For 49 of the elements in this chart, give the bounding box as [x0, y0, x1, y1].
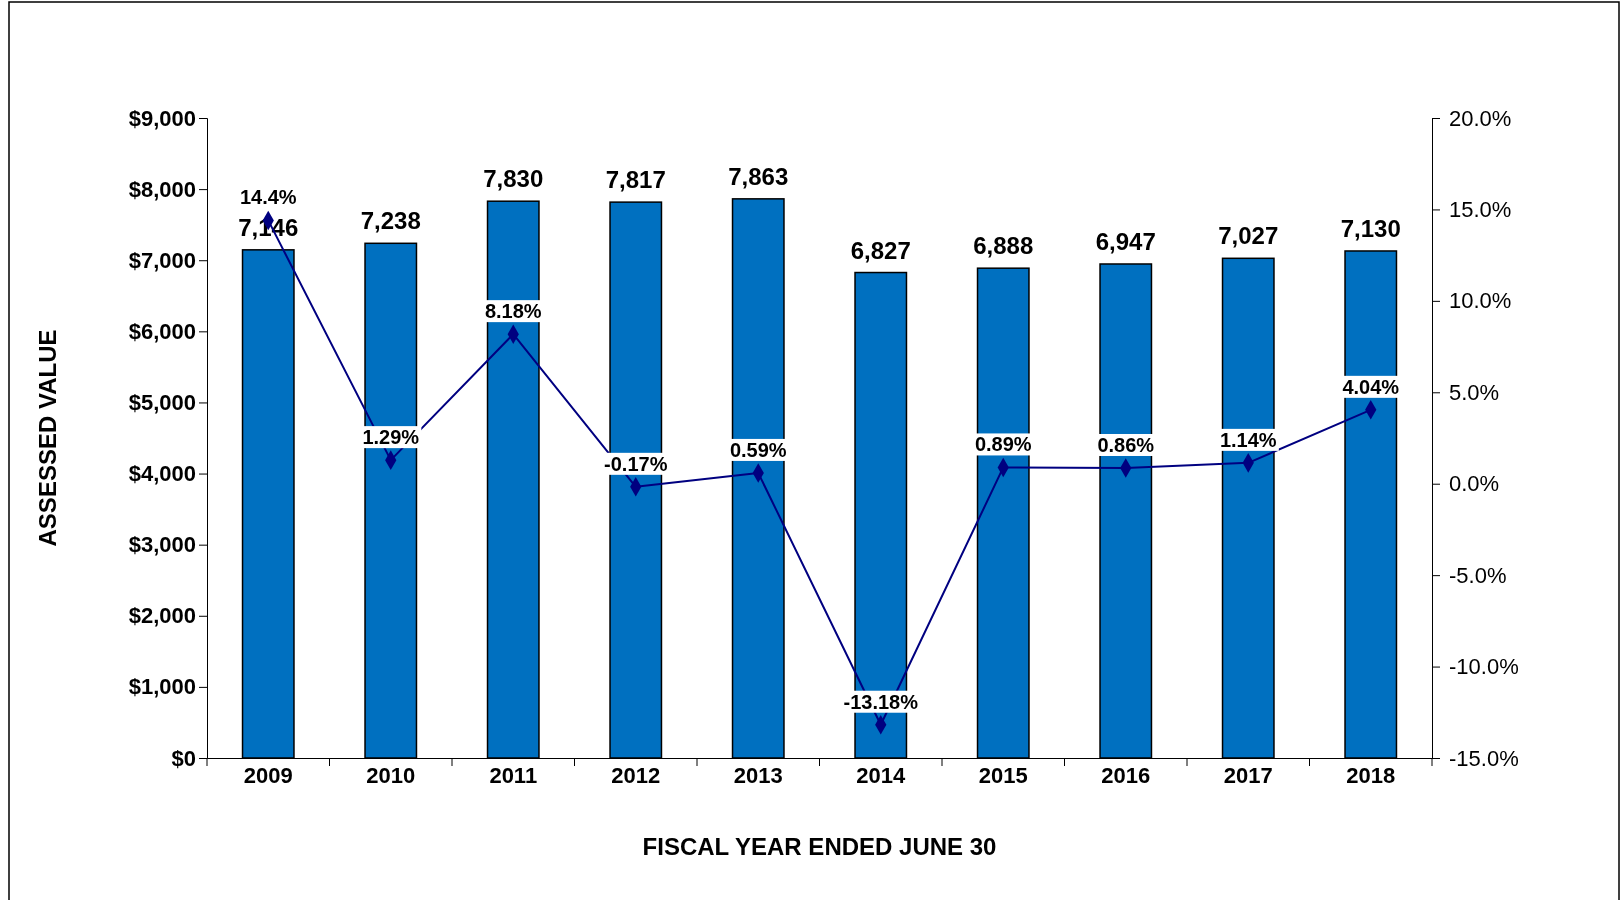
- data-label: 7,830: [483, 165, 544, 193]
- data-label: 7,027: [1218, 222, 1279, 250]
- y2-tick-label: -10.0%: [1449, 654, 1519, 680]
- y-tick-label: $0: [171, 745, 196, 771]
- y2-tick-label: 0.0%: [1449, 471, 1500, 497]
- data-label: 0.59%: [729, 438, 787, 461]
- x-tick-label: 2010: [366, 763, 416, 788]
- data-label: 6,827: [850, 236, 911, 264]
- data-label: -13.18%: [843, 690, 919, 713]
- data-label: 14.4%: [239, 186, 297, 209]
- data-label: 7,863: [728, 162, 789, 190]
- x-tick-label: 2012: [611, 763, 661, 788]
- x-tick-label: 2017: [1223, 763, 1273, 788]
- y-tick-label: $3,000: [128, 532, 196, 558]
- y-tick-label: $9,000: [128, 105, 196, 131]
- y-axis-title: ASSESSED VALUE: [34, 329, 61, 547]
- data-label: 7,130: [1340, 214, 1401, 242]
- data-label: 0.86%: [1097, 433, 1155, 456]
- data-label: 4.04%: [1342, 375, 1400, 398]
- y-tick-label: $6,000: [128, 318, 196, 344]
- data-label: 0.89%: [974, 433, 1032, 456]
- y2-tick-label: 15.0%: [1449, 196, 1512, 222]
- data-label: 6,888: [973, 232, 1034, 260]
- y2-tick-label: -5.0%: [1449, 562, 1507, 588]
- data-label: 7,817: [605, 166, 666, 194]
- data-label: 8.18%: [484, 300, 542, 323]
- y-tick-label: $8,000: [128, 176, 196, 202]
- x-tick-label: 2009: [243, 763, 293, 788]
- data-label: 1.29%: [362, 426, 420, 449]
- y2-tick-label: 20.0%: [1449, 105, 1512, 131]
- data-label: 1.14%: [1219, 428, 1277, 451]
- x-tick-label: 2013: [733, 763, 783, 788]
- x-axis-title: FISCAL YEAR ENDED JUNE 30: [642, 833, 997, 860]
- y2-tick-label: -15.0%: [1449, 745, 1519, 771]
- y-tick-label: $1,000: [128, 674, 196, 700]
- y-tick-label: $4,000: [128, 461, 196, 487]
- data-label: -0.17%: [604, 452, 668, 475]
- x-tick-label: 2011: [489, 763, 538, 788]
- y-tick-label: $5,000: [128, 389, 196, 415]
- y-tick-label: $2,000: [128, 603, 196, 629]
- y2-tick-label: 10.0%: [1449, 288, 1512, 314]
- y-tick-label: $7,000: [128, 247, 196, 273]
- x-tick-label: 2015: [978, 763, 1028, 788]
- y2-tick-label: 5.0%: [1449, 379, 1500, 405]
- x-tick-label: 2018: [1346, 763, 1396, 788]
- x-tick-label: 2016: [1101, 763, 1151, 788]
- data-label: 6,947: [1095, 227, 1156, 255]
- x-tick-label: 2014: [856, 763, 906, 788]
- data-label: 7,238: [360, 207, 421, 235]
